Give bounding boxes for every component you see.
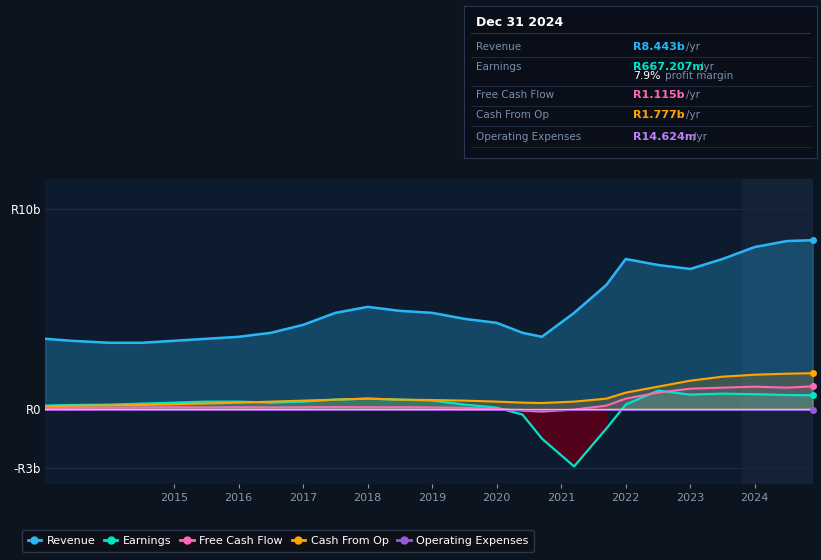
Text: /yr: /yr — [693, 132, 708, 142]
Text: Dec 31 2024: Dec 31 2024 — [476, 16, 563, 29]
Text: R1.115b: R1.115b — [633, 91, 685, 100]
Text: /yr: /yr — [686, 110, 700, 120]
Text: /yr: /yr — [686, 42, 700, 52]
Text: R8.443b: R8.443b — [633, 42, 685, 52]
Text: /yr: /yr — [686, 91, 700, 100]
Text: R1.777b: R1.777b — [633, 110, 685, 120]
Legend: Revenue, Earnings, Free Cash Flow, Cash From Op, Operating Expenses: Revenue, Earnings, Free Cash Flow, Cash … — [22, 530, 534, 552]
Text: Free Cash Flow: Free Cash Flow — [476, 91, 554, 100]
Bar — [742, 179, 813, 484]
Text: Revenue: Revenue — [476, 42, 521, 52]
Text: R667.207m: R667.207m — [633, 62, 704, 72]
Text: profit margin: profit margin — [665, 71, 733, 81]
Text: R14.624m: R14.624m — [633, 132, 697, 142]
Text: /yr: /yr — [700, 62, 714, 72]
Text: 7.9%: 7.9% — [633, 71, 661, 81]
Text: Earnings: Earnings — [476, 62, 521, 72]
Text: Operating Expenses: Operating Expenses — [476, 132, 581, 142]
Text: Cash From Op: Cash From Op — [476, 110, 549, 120]
